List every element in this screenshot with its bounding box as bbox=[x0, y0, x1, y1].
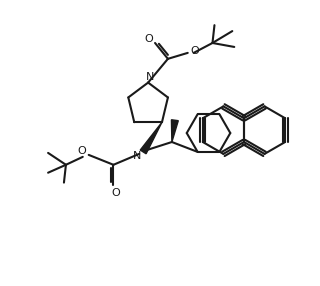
Text: O: O bbox=[77, 146, 86, 156]
Text: O: O bbox=[145, 34, 154, 44]
Text: N: N bbox=[133, 151, 141, 161]
Text: O: O bbox=[190, 46, 199, 56]
Polygon shape bbox=[172, 120, 178, 142]
Polygon shape bbox=[140, 122, 162, 154]
Text: N: N bbox=[146, 72, 154, 82]
Text: O: O bbox=[111, 188, 120, 198]
